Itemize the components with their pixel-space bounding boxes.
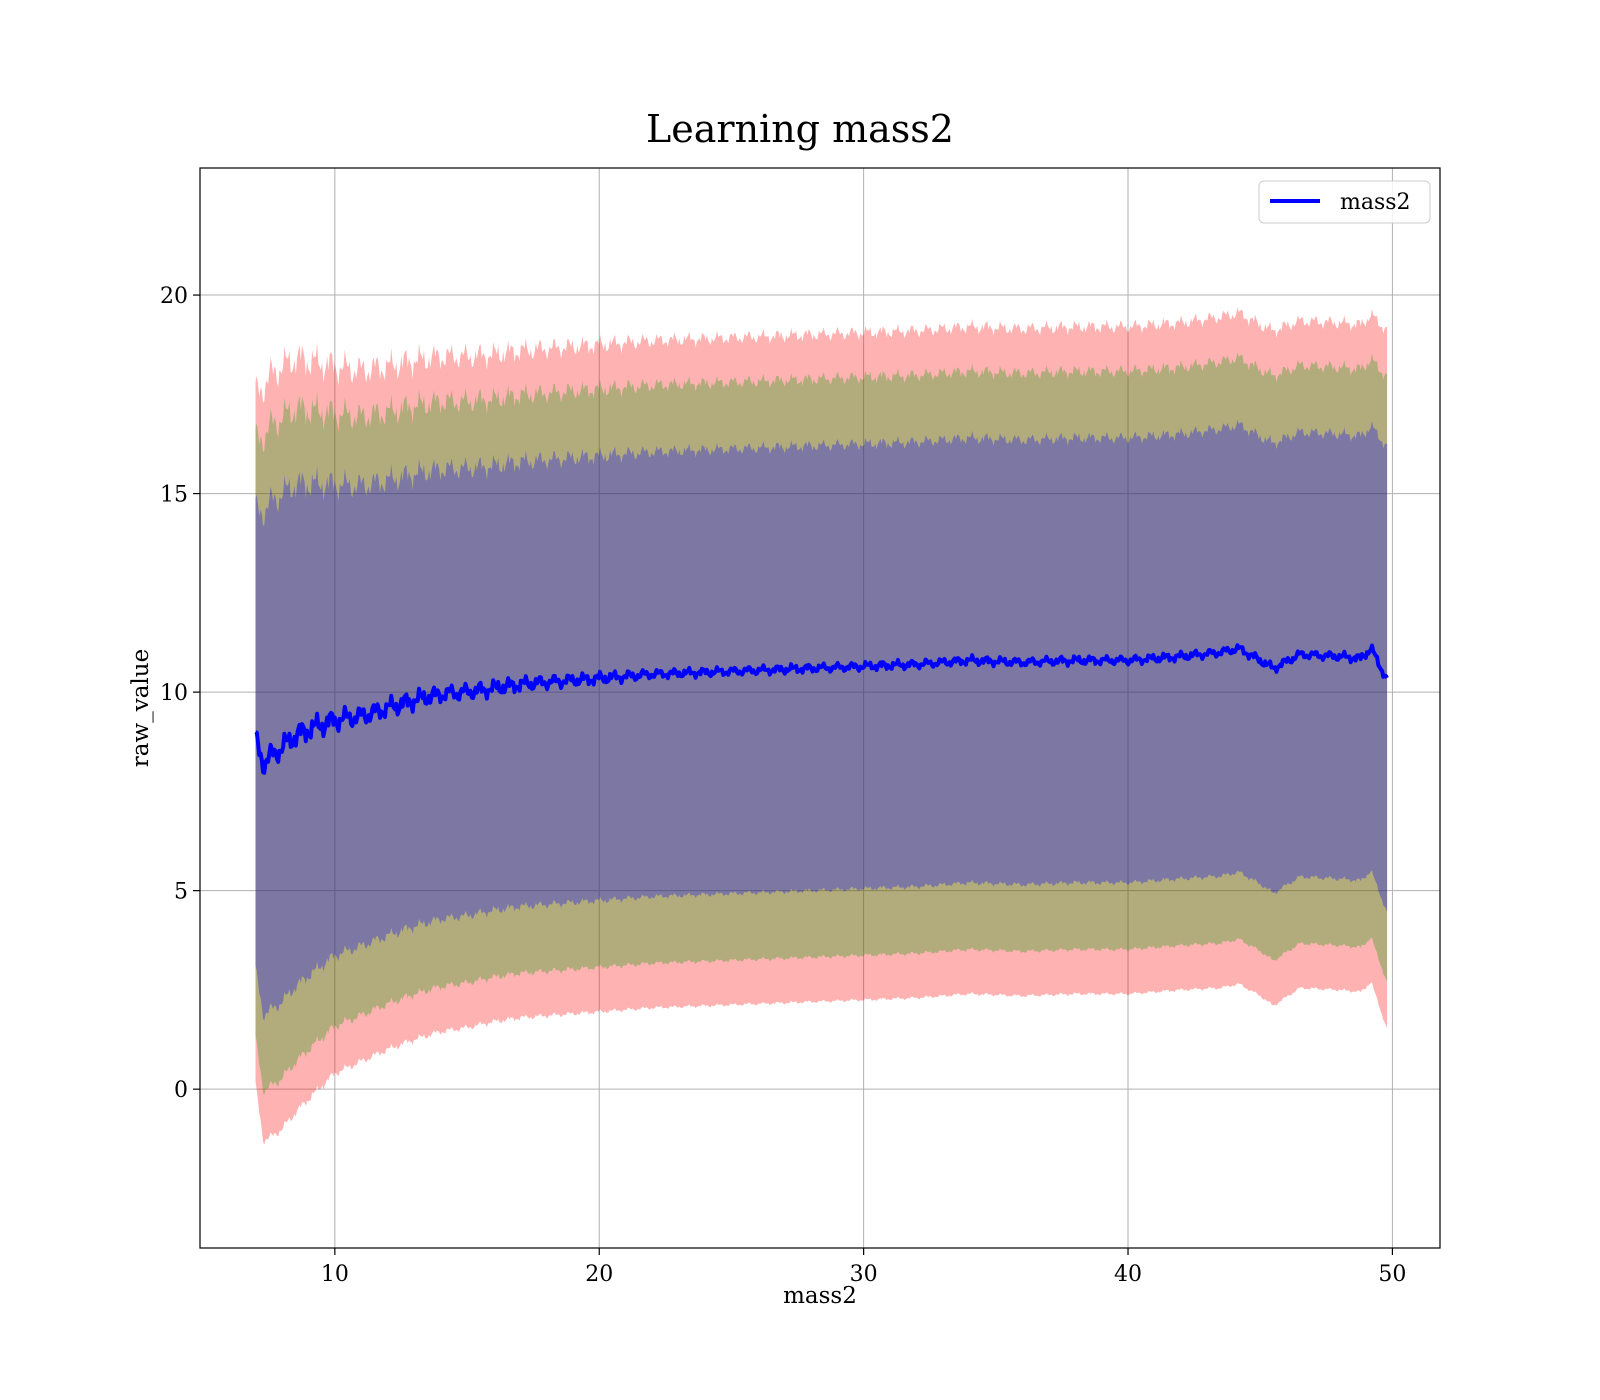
band-1 [255, 307, 1388, 1145]
uncertainty-bands [255, 307, 1388, 1145]
x-axis-ticks: 10 20 30 40 50 [321, 1248, 1406, 1287]
y-tick-label: 5 [174, 880, 188, 905]
chart-title: Learning mass2 [646, 107, 954, 151]
y-axis-label: raw_value [128, 649, 154, 767]
y-tick-label: 15 [160, 483, 188, 508]
series-lines [254, 643, 1389, 775]
y-tick-label: 20 [160, 284, 188, 309]
y-tick-label: 10 [160, 681, 188, 706]
y-tick-label: 0 [174, 1078, 188, 1103]
y-axis-ticks: 0 5 10 15 20 [160, 284, 200, 1103]
x-tick-label: 50 [1378, 1262, 1406, 1287]
x-axis-label: mass2 [783, 1283, 857, 1309]
band-3 [255, 420, 1388, 1021]
legend: mass2 [1258, 180, 1431, 224]
x-tick-label: 40 [1114, 1262, 1142, 1287]
legend-entry-mass2: mass2 [1340, 190, 1411, 215]
band-2 [255, 352, 1388, 1095]
grid [200, 168, 1440, 1248]
legend-box [1258, 180, 1431, 224]
plot-frame [199, 167, 1441, 1249]
x-tick-label: 10 [321, 1262, 349, 1287]
x-tick-label: 20 [585, 1262, 613, 1287]
series-line-mass2 [254, 643, 1389, 775]
x-tick-label: 30 [850, 1262, 878, 1287]
